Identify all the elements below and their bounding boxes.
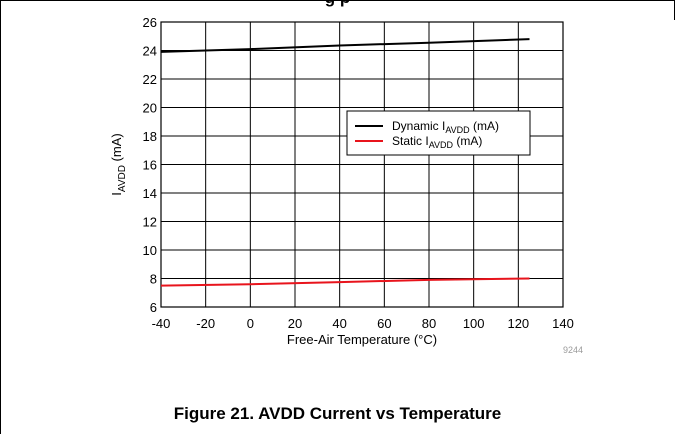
grid-lines — [160, 21, 564, 308]
legend-box — [346, 110, 531, 156]
x-tick-label: -40 — [152, 316, 171, 331]
x-tick-labels: -40 -20 0 20 40 60 80 100 120 140 — [152, 316, 574, 331]
y-axis-label-sub: AVDD — [117, 165, 128, 192]
x-tick-label: 20 — [288, 316, 302, 331]
figure-frame-top — [0, 0, 674, 1]
legend-label-dynamic: Dynamic IAVDD (mA) — [392, 119, 499, 135]
y-tick-label: 20 — [143, 101, 157, 116]
y-axis-label-base: I — [109, 192, 124, 196]
legend-static-post: (mA) — [453, 134, 482, 148]
y-tick-label: 10 — [143, 243, 157, 258]
chart-svg: -40 -20 0 20 40 60 80 100 120 140 6 8 10 12 14 16 18 20 2… — [109, 15, 583, 355]
legend-dynamic-pre: Dynamic I — [392, 119, 445, 133]
x-tick-label: 40 — [332, 316, 346, 331]
legend-label-static: Static IAVDD (mA) — [392, 134, 482, 150]
y-tick-label: 18 — [143, 129, 157, 144]
y-tick-label: 16 — [143, 158, 157, 173]
x-tick-label: 100 — [463, 316, 485, 331]
series-line-static — [160, 277, 530, 287]
x-axis-label: Free-Air Temperature (°C) — [287, 332, 437, 347]
y-tick-labels: 6 8 10 12 14 16 18 20 22 24 26 — [143, 15, 157, 315]
legend-static-pre: Static I — [392, 134, 429, 148]
legend-dynamic-sub: AVDD — [445, 125, 470, 135]
y-tick-label: 14 — [143, 186, 157, 201]
legend: Dynamic IAVDD (mA) Static IAVDD (mA) — [346, 110, 531, 156]
y-tick-label: 24 — [143, 44, 157, 59]
y-tick-label: 22 — [143, 72, 157, 87]
figure-title-partial: g p — [0, 0, 675, 8]
legend-dynamic-post: (mA) — [470, 119, 499, 133]
figure-caption: Figure 21. AVDD Current vs Temperature — [173, 404, 502, 423]
x-tick-label: 80 — [422, 316, 436, 331]
y-tick-label: 6 — [150, 300, 157, 315]
x-tick-label: 60 — [377, 316, 391, 331]
legend-static-sub: AVDD — [429, 140, 454, 150]
y-axis-label-rest: (mA) — [109, 133, 124, 165]
x-tick-label: 140 — [552, 316, 574, 331]
figure-frame-left — [0, 0, 1, 434]
x-tick-label: 120 — [507, 316, 529, 331]
y-tick-label: 8 — [150, 272, 157, 287]
x-tick-label: -20 — [196, 316, 215, 331]
series-line-dynamic — [160, 38, 530, 53]
x-tick-label: 0 — [247, 316, 254, 331]
y-tick-label: 26 — [143, 15, 157, 30]
plot-frame — [160, 21, 564, 308]
y-tick-label: 12 — [143, 215, 157, 230]
figure-code: 9244 — [563, 345, 583, 355]
y-axis-label: IAVDD (mA) — [109, 133, 128, 195]
series-layer — [160, 38, 530, 287]
